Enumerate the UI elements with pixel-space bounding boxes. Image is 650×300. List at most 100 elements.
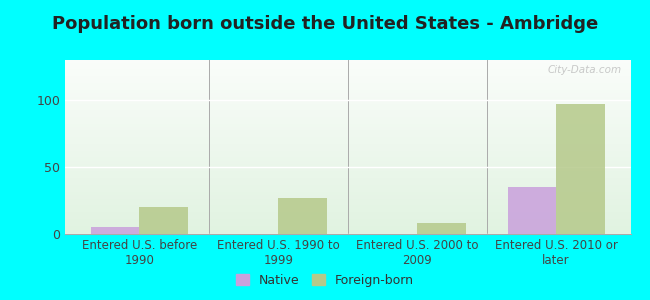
- Bar: [65, 150, 630, 151]
- Bar: [65, 126, 630, 127]
- Bar: [65, 164, 630, 165]
- Bar: [65, 196, 630, 197]
- Bar: [65, 88, 630, 89]
- Bar: [65, 154, 630, 155]
- Text: City-Data.com: City-Data.com: [548, 65, 622, 75]
- Bar: [65, 97, 630, 98]
- Bar: [65, 76, 630, 77]
- Bar: [65, 189, 630, 190]
- Bar: [65, 176, 630, 177]
- Bar: [65, 75, 630, 76]
- Bar: [65, 128, 630, 129]
- Bar: [417, 223, 466, 234]
- Bar: [65, 61, 630, 62]
- Bar: [65, 118, 630, 119]
- Bar: [65, 95, 630, 96]
- Bar: [65, 66, 630, 67]
- Bar: [65, 190, 630, 191]
- Bar: [65, 187, 630, 188]
- Bar: [65, 93, 630, 94]
- Bar: [65, 123, 630, 124]
- Bar: [65, 169, 630, 170]
- Bar: [65, 113, 630, 114]
- Bar: [65, 152, 630, 153]
- Bar: [508, 187, 556, 234]
- Bar: [65, 78, 630, 79]
- Bar: [65, 127, 630, 128]
- Bar: [65, 222, 630, 223]
- Bar: [65, 166, 630, 167]
- Bar: [65, 172, 630, 173]
- Bar: [65, 168, 630, 169]
- Bar: [65, 108, 630, 109]
- Bar: [65, 210, 630, 211]
- Bar: [65, 144, 630, 145]
- Bar: [91, 227, 139, 234]
- Bar: [65, 228, 630, 229]
- Bar: [65, 205, 630, 206]
- Bar: [65, 180, 630, 181]
- Bar: [65, 219, 630, 220]
- Bar: [65, 67, 630, 68]
- Bar: [65, 221, 630, 222]
- Bar: [65, 96, 630, 97]
- Bar: [65, 204, 630, 205]
- Bar: [65, 138, 630, 139]
- Bar: [65, 200, 630, 201]
- Bar: [65, 81, 630, 82]
- Bar: [65, 110, 630, 111]
- Bar: [65, 148, 630, 149]
- Bar: [65, 198, 630, 199]
- Bar: [65, 201, 630, 202]
- Bar: [65, 133, 630, 134]
- Bar: [65, 191, 630, 192]
- Bar: [65, 134, 630, 135]
- Bar: [65, 215, 630, 216]
- Bar: [65, 90, 630, 91]
- Bar: [65, 151, 630, 152]
- Bar: [65, 106, 630, 107]
- Bar: [65, 125, 630, 126]
- Bar: [65, 147, 630, 148]
- Bar: [65, 109, 630, 110]
- Bar: [65, 68, 630, 69]
- Bar: [65, 73, 630, 74]
- Bar: [65, 139, 630, 140]
- Bar: [65, 183, 630, 184]
- Bar: [65, 130, 630, 131]
- Bar: [65, 182, 630, 183]
- Bar: [139, 207, 188, 234]
- Bar: [65, 177, 630, 178]
- Bar: [65, 194, 630, 195]
- Bar: [65, 169, 630, 170]
- Bar: [65, 115, 630, 116]
- Bar: [65, 129, 630, 130]
- Bar: [65, 63, 630, 64]
- Bar: [65, 82, 630, 83]
- Bar: [65, 69, 630, 70]
- Bar: [65, 217, 630, 218]
- Bar: [65, 171, 630, 172]
- Bar: [65, 197, 630, 198]
- Bar: [65, 226, 630, 227]
- Bar: [65, 101, 630, 102]
- Bar: [65, 135, 630, 136]
- Bar: [65, 202, 630, 203]
- Bar: [556, 104, 604, 234]
- Bar: [65, 212, 630, 213]
- Bar: [65, 83, 630, 84]
- Bar: [65, 208, 630, 209]
- Bar: [65, 178, 630, 179]
- Bar: [65, 77, 630, 78]
- Bar: [65, 146, 630, 147]
- Bar: [65, 160, 630, 161]
- Bar: [65, 70, 630, 71]
- Bar: [65, 155, 630, 156]
- Bar: [65, 137, 630, 138]
- Bar: [65, 175, 630, 176]
- Bar: [65, 91, 630, 92]
- Bar: [65, 87, 630, 88]
- Bar: [65, 230, 630, 231]
- Bar: [65, 98, 630, 99]
- Bar: [65, 161, 630, 162]
